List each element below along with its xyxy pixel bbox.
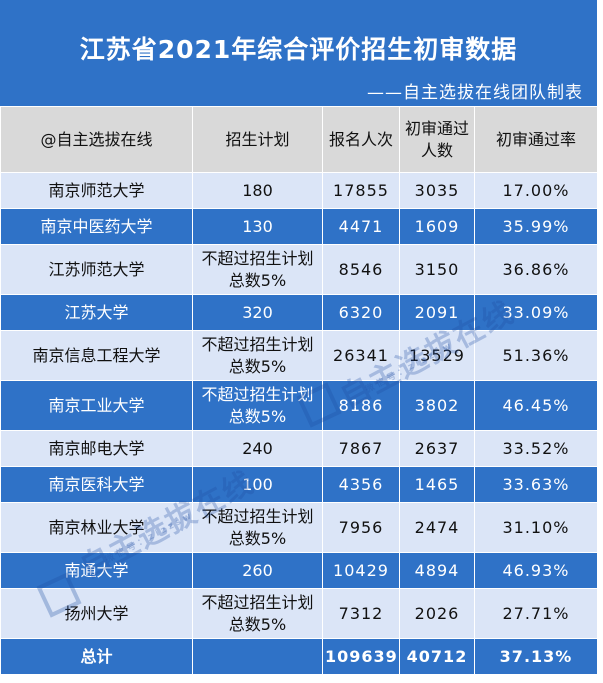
school-cell: 南京工业大学 xyxy=(0,380,193,431)
page-subtitle: ——自主选拔在线团队制表 xyxy=(367,83,583,103)
passed-cell: 3150 xyxy=(399,244,475,295)
applicants-cell: 4471 xyxy=(322,208,400,245)
table-row: 南京工业大学 不超过招生计划总数5% 8186 3802 46.45% xyxy=(0,380,598,431)
total-rate-cell: 37.13% xyxy=(474,638,598,675)
school-cell: 南通大学 xyxy=(0,552,193,589)
school-cell: 南京林业大学 xyxy=(0,502,193,553)
total-plan-cell xyxy=(192,638,323,675)
table-body: 南京师范大学 180 17855 3035 17.00% 南京中医药大学 130… xyxy=(0,172,598,675)
plan-cell: 不超过招生计划总数5% xyxy=(192,380,323,431)
table-row: 扬州大学 不超过招生计划总数5% 7312 2026 27.71% xyxy=(0,588,598,639)
column-header-passed: 初审通过人数 xyxy=(399,106,475,173)
plan-cell: 不超过招生计划总数5% xyxy=(192,502,323,553)
table-row: 南京医科大学 100 4356 1465 33.63% xyxy=(0,466,598,503)
table-header-row: @自主选拔在线 招生计划 报名人次 初审通过人数 初审通过率 xyxy=(0,106,598,173)
school-cell: 南京医科大学 xyxy=(0,466,193,503)
plan-cell: 320 xyxy=(192,294,323,331)
passed-cell: 2026 xyxy=(399,588,475,639)
passed-cell: 3035 xyxy=(399,172,475,209)
passed-cell: 2474 xyxy=(399,502,475,553)
admission-table: @自主选拔在线 招生计划 报名人次 初审通过人数 初审通过率 南京师范大学 18… xyxy=(0,106,598,675)
plan-cell: 100 xyxy=(192,466,323,503)
applicants-cell: 10429 xyxy=(322,552,400,589)
page-title: 江苏省2021年综合评价招生初审数据 xyxy=(79,35,518,64)
school-cell: 江苏大学 xyxy=(0,294,193,331)
column-header-applicants: 报名人次 xyxy=(322,106,400,173)
rate-cell: 33.52% xyxy=(474,430,598,467)
rate-cell: 27.71% xyxy=(474,588,598,639)
applicants-cell: 7312 xyxy=(322,588,400,639)
rate-cell: 31.10% xyxy=(474,502,598,553)
plan-cell: 260 xyxy=(192,552,323,589)
plan-cell: 不超过招生计划总数5% xyxy=(192,588,323,639)
table-row: 南通大学 260 10429 4894 46.93% xyxy=(0,552,598,589)
passed-cell: 2637 xyxy=(399,430,475,467)
title-band: 江苏省2021年综合评价招生初审数据 ——自主选拔在线团队制表 xyxy=(0,0,597,106)
passed-cell: 1609 xyxy=(399,208,475,245)
passed-cell: 2091 xyxy=(399,294,475,331)
applicants-cell: 8546 xyxy=(322,244,400,295)
table-row: 江苏大学 320 6320 2091 33.09% xyxy=(0,294,598,331)
school-cell: 南京师范大学 xyxy=(0,172,193,209)
table-row: 南京信息工程大学 不超过招生计划总数5% 26341 13529 51.36% xyxy=(0,330,598,381)
rate-cell: 46.93% xyxy=(474,552,598,589)
applicants-cell: 7867 xyxy=(322,430,400,467)
column-header-school: @自主选拔在线 xyxy=(0,106,193,173)
column-header-rate: 初审通过率 xyxy=(474,106,598,173)
total-row: 总计 109639 40712 37.13% xyxy=(0,638,598,675)
plan-cell: 180 xyxy=(192,172,323,209)
table-row: 江苏师范大学 不超过招生计划总数5% 8546 3150 36.86% xyxy=(0,244,598,295)
passed-cell: 4894 xyxy=(399,552,475,589)
school-cell: 江苏师范大学 xyxy=(0,244,193,295)
applicants-cell: 6320 xyxy=(322,294,400,331)
rate-cell: 17.00% xyxy=(474,172,598,209)
applicants-cell: 4356 xyxy=(322,466,400,503)
school-cell: 扬州大学 xyxy=(0,588,193,639)
applicants-cell: 17855 xyxy=(322,172,400,209)
passed-cell: 1465 xyxy=(399,466,475,503)
applicants-cell: 26341 xyxy=(322,330,400,381)
rate-cell: 33.09% xyxy=(474,294,598,331)
passed-cell: 3802 xyxy=(399,380,475,431)
rate-cell: 33.63% xyxy=(474,466,598,503)
passed-cell: 13529 xyxy=(399,330,475,381)
school-cell: 南京信息工程大学 xyxy=(0,330,193,381)
school-cell: 南京邮电大学 xyxy=(0,430,193,467)
rate-cell: 51.36% xyxy=(474,330,598,381)
table-row: 南京师范大学 180 17855 3035 17.00% xyxy=(0,172,598,209)
table-row: 南京林业大学 不超过招生计划总数5% 7956 2474 31.10% xyxy=(0,502,598,553)
table-row: 南京邮电大学 240 7867 2637 33.52% xyxy=(0,430,598,467)
rate-cell: 36.86% xyxy=(474,244,598,295)
school-cell: 南京中医药大学 xyxy=(0,208,193,245)
total-passed-cell: 40712 xyxy=(399,638,475,675)
table-row: 南京中医药大学 130 4471 1609 35.99% xyxy=(0,208,598,245)
plan-cell: 不超过招生计划总数5% xyxy=(192,330,323,381)
rate-cell: 35.99% xyxy=(474,208,598,245)
plan-cell: 不超过招生计划总数5% xyxy=(192,244,323,295)
total-applicants-cell: 109639 xyxy=(322,638,400,675)
total-label-cell: 总计 xyxy=(0,638,193,675)
plan-cell: 130 xyxy=(192,208,323,245)
rate-cell: 46.45% xyxy=(474,380,598,431)
column-header-plan: 招生计划 xyxy=(192,106,323,173)
applicants-cell: 7956 xyxy=(322,502,400,553)
applicants-cell: 8186 xyxy=(322,380,400,431)
plan-cell: 240 xyxy=(192,430,323,467)
